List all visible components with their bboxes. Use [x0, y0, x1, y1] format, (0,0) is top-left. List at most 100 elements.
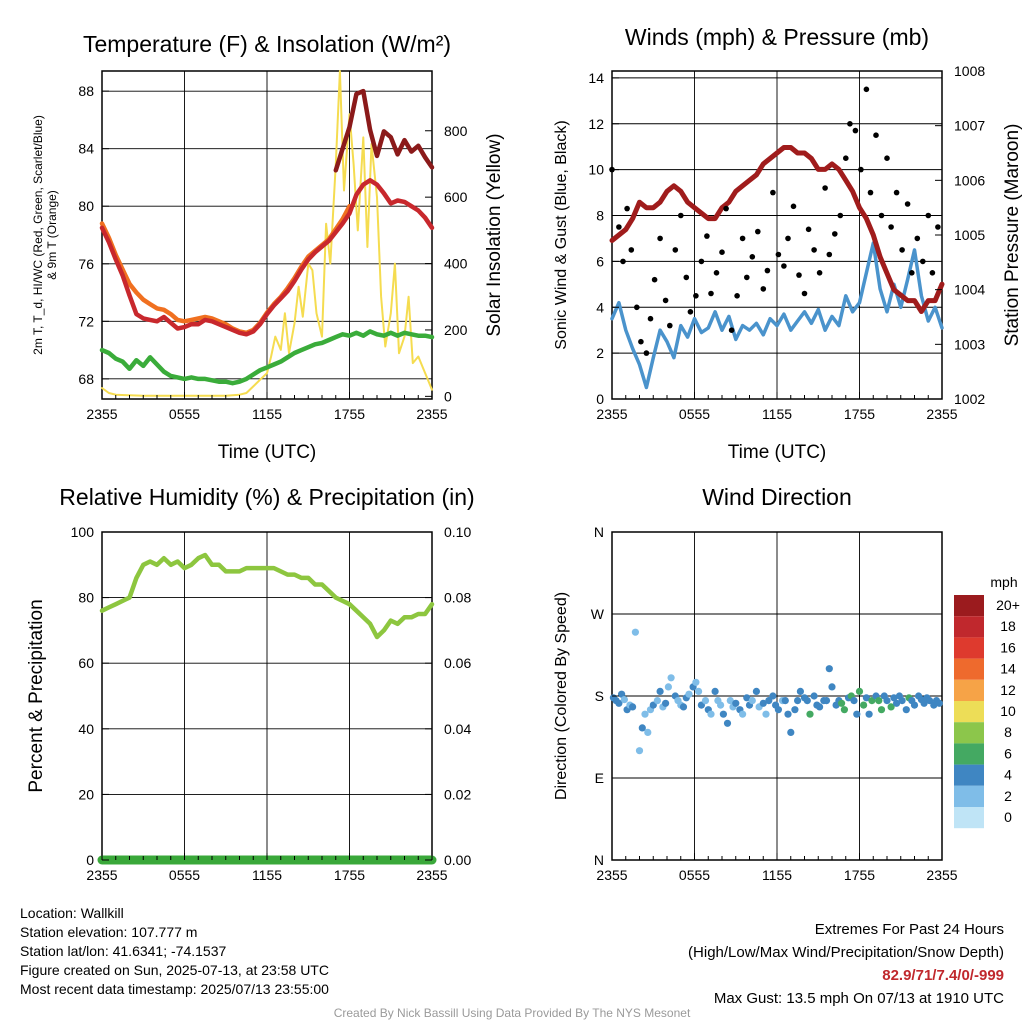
colorbar-swatch — [954, 658, 984, 680]
gust-point — [929, 270, 936, 276]
direction-point — [853, 710, 861, 718]
gust-point — [755, 228, 761, 235]
direction-point — [664, 683, 673, 691]
direction-point — [618, 690, 626, 698]
direction-point — [759, 699, 767, 707]
elevation-text: Station elevation: 107.777 m — [20, 924, 198, 940]
direction-point — [926, 697, 934, 705]
humidity-line — [99, 552, 435, 640]
gust-point — [837, 212, 844, 219]
x-tick-label: 1155 — [762, 406, 792, 422]
gust-point — [790, 203, 797, 210]
extremes-subtitle: (High/Low/Max Wind/Precipitation/Snow De… — [688, 944, 1004, 961]
direction-point — [717, 701, 725, 709]
y-tick-label: 88 — [78, 83, 94, 99]
gust-point — [847, 121, 853, 127]
credit-text: Created By Nick Bassill Using Data Provi… — [333, 1006, 691, 1020]
colorbar-label: 14 — [1000, 661, 1016, 677]
y-tick-label: 60 — [78, 655, 94, 671]
y-tick-label: 80 — [78, 590, 94, 606]
direction-point — [620, 696, 629, 704]
gust-point — [739, 235, 746, 242]
gust-point — [651, 276, 658, 283]
gust-point — [638, 338, 644, 345]
colorbar-swatch — [954, 701, 984, 723]
gust-point — [888, 224, 894, 230]
direction-point — [806, 710, 814, 718]
direction-point — [653, 697, 662, 705]
location-text: Location: Wallkill — [20, 905, 124, 921]
gust-point — [760, 286, 767, 292]
y-tick-label: 4 — [596, 299, 604, 315]
panel-humidity-precip: 0 20 40 60 80 100 0.00 0.02 0.04 0.06 0.08 0.10 2355… — [26, 484, 475, 883]
colorbar-swatch — [954, 679, 984, 701]
colorbar-label: 2 — [1004, 788, 1012, 804]
direction-point — [828, 683, 836, 691]
gust-point — [657, 235, 663, 242]
y-tick-label: 8 — [596, 208, 604, 224]
direction-point — [781, 697, 789, 705]
y-tick-label: 20 — [78, 786, 94, 802]
colorbar-swatch — [954, 785, 984, 807]
gust-point — [616, 224, 622, 230]
x-tick-label: 2355 — [416, 406, 447, 422]
direction-point — [803, 697, 811, 705]
max-gust-text: Max Gust: 13.5 mph On 07/13 at 1910 UTC — [713, 990, 1004, 1007]
gust-point — [863, 86, 870, 93]
gust-point — [704, 233, 710, 239]
direction-point — [855, 687, 864, 696]
direction-point — [679, 703, 688, 711]
direction-point — [631, 628, 640, 636]
panel-winds-pressure: 0 2 4 6 8 10 12 14 1002 1003 1004 1005 1006 1007 1008 2… — [553, 24, 1023, 463]
y-axis-label-line1: 2m T, T_d, HI/WC (Red, Green, Scarlet/Bl… — [31, 115, 45, 355]
direction-point — [791, 706, 799, 714]
colorbar-label: 8 — [1004, 724, 1012, 740]
direction-point — [739, 710, 747, 718]
colorbar-swatch — [954, 595, 984, 617]
y2-tick-label: 0.04 — [444, 721, 471, 737]
y2-axis-label: Station Pressure (Maroon) — [1002, 124, 1023, 347]
direction-point — [902, 706, 910, 714]
y2-tick-label: 0.06 — [444, 655, 471, 671]
colorbar-label: 10 — [1000, 703, 1016, 719]
x-tick-label: 2355 — [926, 867, 957, 883]
gust-point — [723, 205, 729, 212]
gust-point — [832, 231, 838, 237]
temperature-line — [99, 178, 435, 337]
direction-point — [810, 692, 818, 700]
gust-point — [805, 226, 812, 233]
y2-tick-label: 1004 — [954, 282, 985, 298]
gust-point — [826, 251, 833, 258]
gust-point — [624, 205, 630, 212]
y-tick-label: 12 — [588, 116, 604, 132]
gust-point — [620, 258, 626, 265]
y2-tick-label: 1003 — [954, 336, 985, 352]
gust-point — [643, 350, 650, 356]
direction-point — [711, 687, 719, 696]
colorbar-swatch — [954, 637, 984, 659]
colorbar-swatch — [954, 616, 984, 638]
x-tick-label: 2355 — [596, 867, 627, 883]
direction-point — [641, 710, 649, 718]
gust-point — [920, 258, 926, 265]
heat-index-line — [333, 88, 435, 173]
direction-point — [877, 706, 886, 714]
direction-point — [685, 690, 693, 698]
direction-point — [701, 697, 710, 705]
direction-point — [635, 747, 644, 755]
gust-point — [867, 189, 874, 196]
gust-point — [775, 251, 782, 258]
y-tick-label: 14 — [588, 70, 604, 86]
gust-point — [667, 322, 673, 329]
extremes-info: Extremes For Past 24 Hours (High/Low/Max… — [688, 918, 1004, 1010]
station-info: Location: Wallkill Station elevation: 10… — [20, 904, 329, 999]
direction-point — [726, 697, 734, 705]
gust-point — [719, 249, 725, 255]
x-tick-label: 2355 — [86, 867, 117, 883]
x-tick-label: 1755 — [334, 406, 365, 422]
direction-point — [765, 697, 773, 705]
direction-point — [910, 701, 919, 709]
direction-point — [784, 710, 792, 718]
x-tick-label: 2355 — [416, 867, 447, 883]
